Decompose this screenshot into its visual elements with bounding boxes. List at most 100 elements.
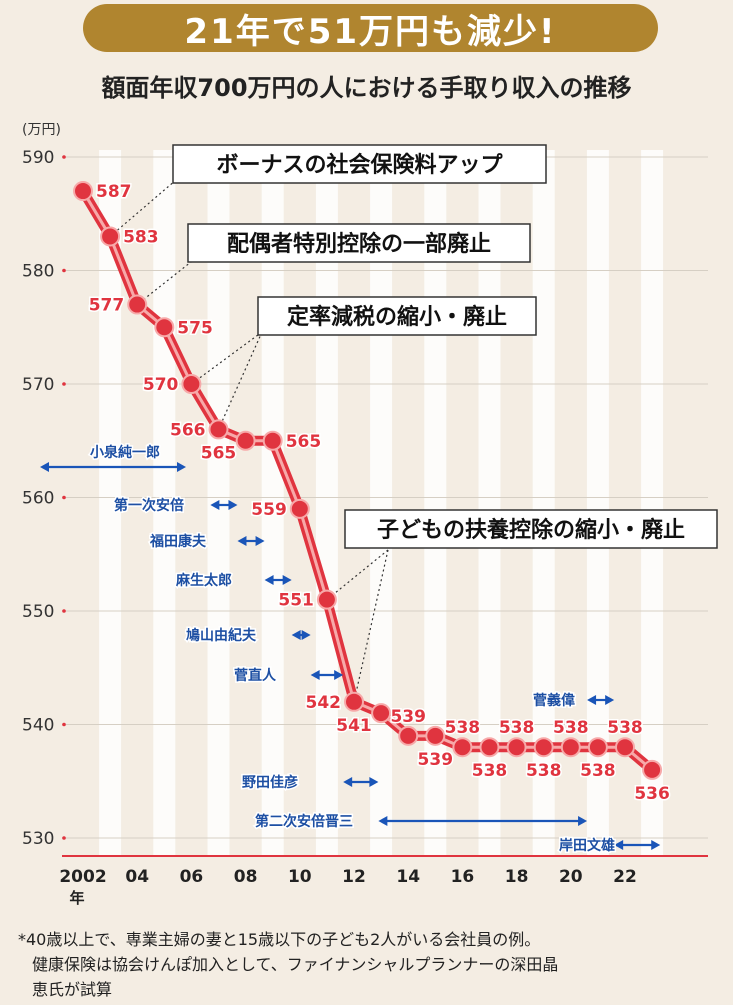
footnote: *40歳以上で、専業主婦の妻と15歳以下の子ども2人がいる会社員の例。 健康保険… <box>18 927 728 1002</box>
prime-minister-label: 鳩山由紀夫 <box>186 627 257 644</box>
y-tick-mark <box>62 155 66 159</box>
data-point <box>587 737 608 758</box>
tenure-arrow-head-right <box>282 575 292 585</box>
y-tick-mark <box>62 609 66 613</box>
point-label: 559 <box>251 500 287 520</box>
point-label: 536 <box>634 784 670 804</box>
footnote-line: *40歳以上で、専業主婦の妻と15歳以下の子ども2人がいる会社員の例。 <box>18 930 541 949</box>
y-tick-mark <box>62 382 66 386</box>
y-tick-label: 530 <box>22 829 54 849</box>
point-label: 538 <box>472 761 508 781</box>
data-point <box>506 737 527 758</box>
x-tick-label: 2002 <box>59 867 106 887</box>
tenure-arrow-head-left <box>264 575 274 585</box>
x-tick-label: 06 <box>180 867 204 887</box>
footnote-line: 健康保険は協会けんぽ加入として、ファイナンシャルプランナーの深田晶 <box>32 955 559 974</box>
tenure-arrow-head-left <box>378 816 388 826</box>
tenure-arrow-head-right <box>255 536 265 546</box>
x-tick-label: 20 <box>559 867 583 887</box>
point-label: 538 <box>445 718 481 738</box>
prime-minister-label: 野田佳彦 <box>242 774 298 791</box>
point-label: 538 <box>526 761 562 781</box>
x-tick-label: 10 <box>288 867 312 887</box>
annotation-text: 子どもの扶養控除の縮小・廃止 <box>377 517 685 543</box>
point-label: 551 <box>278 591 314 611</box>
grid-stripe <box>532 150 555 855</box>
tenure-arrow-head-left <box>614 840 624 850</box>
data-point <box>533 737 554 758</box>
data-point <box>479 737 500 758</box>
data-point <box>398 725 419 746</box>
data-point <box>208 419 229 440</box>
point-label: 583 <box>123 227 159 247</box>
prime-minister-label: 福田康夫 <box>149 533 207 550</box>
x-axis-suffix: 年 <box>69 889 84 907</box>
grid-stripe <box>641 150 664 855</box>
y-tick-label: 570 <box>22 375 54 395</box>
y-tick-mark <box>62 268 66 273</box>
point-label: 538 <box>499 718 535 738</box>
grid-stripe <box>99 150 122 855</box>
tenure-arrow-head-left <box>587 695 597 705</box>
data-point <box>73 181 93 202</box>
data-point <box>100 226 121 247</box>
data-point <box>235 430 256 451</box>
tenure-arrow-head-left <box>210 500 220 510</box>
point-label: 575 <box>177 318 213 338</box>
point-label: 565 <box>201 443 237 463</box>
annotation-box <box>344 509 718 549</box>
tenure-arrow-head-right <box>369 777 379 787</box>
tenure-arrow-head-right <box>228 500 238 510</box>
x-tick-label: 14 <box>396 867 420 887</box>
prime-minister-label: 小泉純一郎 <box>90 444 160 461</box>
point-label: 542 <box>306 693 342 713</box>
chart-subtitle: 額面年収700万円の人における手取り収入の推移 <box>101 74 632 102</box>
y-axis-unit: (万円) <box>22 122 61 138</box>
point-label: 539 <box>390 707 426 727</box>
data-point <box>181 374 202 394</box>
prime-minister-label: 麻生太郎 <box>175 572 232 589</box>
data-point <box>154 317 175 338</box>
grid-stripe <box>586 150 609 855</box>
tenure-arrow-head-left <box>343 777 353 787</box>
tenure-arrow-head-right <box>651 840 661 850</box>
data-point <box>262 430 283 451</box>
point-label: 587 <box>96 182 132 202</box>
footnote-line: 恵氏が試算 <box>32 980 113 999</box>
tenure-arrow-head-right <box>605 695 615 705</box>
y-tick-label: 540 <box>22 716 54 736</box>
prime-minister-label: 岸田文雄 <box>559 837 615 854</box>
data-point <box>344 691 364 712</box>
data-point <box>316 589 337 610</box>
annotation-box <box>172 144 547 184</box>
point-label: 566 <box>170 420 206 440</box>
point-label: 538 <box>580 761 616 781</box>
x-tick-label: 12 <box>342 867 366 887</box>
x-tick-label: 18 <box>505 867 529 887</box>
annotation-text: ボーナスの社会保険料アップ <box>216 152 503 178</box>
data-point <box>425 725 446 746</box>
tenure-arrow-head-right <box>301 630 311 640</box>
prime-minister-label: 第一次安倍 <box>114 497 184 514</box>
x-tick-label: 16 <box>451 867 475 887</box>
prime-minister-label: 菅直人 <box>234 667 277 684</box>
data-point <box>289 498 310 519</box>
prime-minister-label: 菅義偉 <box>533 692 575 709</box>
tenure-arrow-head-left <box>291 630 301 640</box>
y-tick-mark <box>62 836 66 840</box>
y-tick-label: 590 <box>22 148 54 168</box>
point-label: 538 <box>607 718 643 738</box>
prime-minister-label: 第二次安倍晋三 <box>255 813 353 830</box>
x-tick-label: 04 <box>125 867 149 887</box>
y-tick-mark <box>62 722 66 727</box>
tenure-arrow-head-right <box>578 816 588 826</box>
point-label: 577 <box>89 296 125 316</box>
annotation-box <box>257 296 537 336</box>
point-label: 570 <box>143 375 179 395</box>
data-point <box>615 737 635 758</box>
data-point <box>560 737 581 758</box>
point-label: 565 <box>286 432 322 452</box>
x-tick-label: 08 <box>234 867 258 887</box>
tenure-arrow-head-right <box>334 670 344 680</box>
annotation-box <box>187 223 531 263</box>
